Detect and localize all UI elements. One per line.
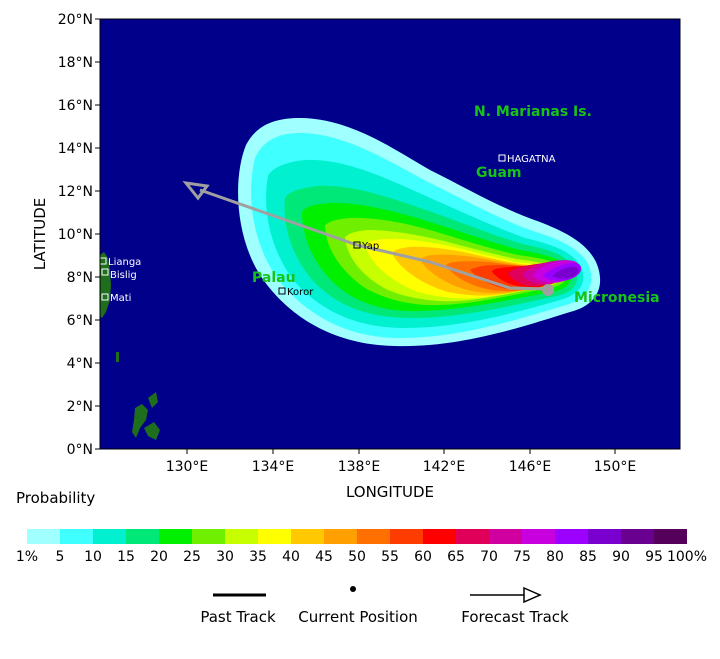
scale-swatch bbox=[324, 529, 357, 544]
scale-label: 100% bbox=[666, 549, 708, 565]
scale-label: 85 bbox=[579, 549, 597, 565]
scale-swatch bbox=[93, 529, 126, 544]
city-label-mati: Mati bbox=[110, 293, 131, 304]
city-label-koror: Koror bbox=[287, 287, 314, 298]
lat-tick-label: 0°N bbox=[67, 442, 93, 458]
scale-label: 50 bbox=[348, 549, 366, 565]
scale-swatch bbox=[555, 529, 588, 544]
city-marker-yap bbox=[353, 241, 361, 249]
lat-tick-label: 12°N bbox=[58, 184, 93, 200]
scale-swatch bbox=[423, 529, 456, 544]
lat-tick-label: 8°N bbox=[67, 270, 93, 286]
region-label-micronesia: Micronesia bbox=[574, 290, 660, 306]
island-land bbox=[116, 352, 119, 362]
scale-label: 70 bbox=[480, 549, 498, 565]
lon-tick-label: 146°E bbox=[509, 459, 552, 475]
past-track-line bbox=[356, 243, 549, 291]
current-position-marker bbox=[542, 284, 554, 296]
legend-title: Probability bbox=[16, 489, 96, 507]
region-label-guam: Guam bbox=[476, 165, 522, 181]
scale-swatch bbox=[291, 529, 324, 544]
scale-swatch bbox=[456, 529, 489, 544]
scale-label: 95 bbox=[645, 549, 663, 565]
city-markers: HAGATNA Yap Koror Lianga Bislig Mati bbox=[99, 154, 556, 304]
city-marker-bislig bbox=[101, 268, 109, 276]
current-position-key-dot bbox=[350, 586, 356, 592]
city-label-yap: Yap bbox=[361, 241, 379, 252]
scale-swatch bbox=[27, 529, 60, 544]
halmahera-land bbox=[132, 404, 148, 438]
lat-tick-label: 2°N bbox=[67, 399, 93, 415]
scale-swatch bbox=[357, 529, 390, 544]
scale-label: 25 bbox=[183, 549, 201, 565]
y-axis-title: LATITUDE bbox=[31, 198, 49, 271]
lon-tick-label: 150°E bbox=[594, 459, 637, 475]
scale-label: 60 bbox=[414, 549, 432, 565]
scale-swatch bbox=[258, 529, 291, 544]
island-land bbox=[148, 392, 158, 408]
scale-swatch bbox=[522, 529, 555, 544]
city-marker-mati bbox=[101, 293, 109, 301]
city-marker-hagatna bbox=[498, 154, 506, 162]
lon-ticks: 130°E 134°E 138°E 142°E 146°E 150°E bbox=[166, 449, 637, 475]
lat-tick-label: 16°N bbox=[58, 98, 93, 114]
x-axis-title: LONGITUDE bbox=[346, 483, 434, 501]
scale-label: 80 bbox=[546, 549, 564, 565]
city-label-lianga: Lianga bbox=[108, 257, 141, 268]
lon-tick-label: 134°E bbox=[252, 459, 295, 475]
scale-swatch bbox=[159, 529, 192, 544]
scale-label: 1% bbox=[15, 549, 39, 565]
scale-swatch bbox=[126, 529, 159, 544]
scale-label: 55 bbox=[381, 549, 399, 565]
scale-swatch bbox=[225, 529, 258, 544]
lon-tick-label: 130°E bbox=[166, 459, 209, 475]
scale-label: 75 bbox=[513, 549, 531, 565]
lon-tick-label: 138°E bbox=[338, 459, 381, 475]
scale-label: 35 bbox=[249, 549, 267, 565]
probability-color-scale bbox=[27, 529, 687, 544]
scale-label: 15 bbox=[117, 549, 135, 565]
forecast-track-key-label: Forecast Track bbox=[461, 608, 569, 626]
scale-label: 40 bbox=[282, 549, 300, 565]
city-label-bislig: Bislig bbox=[110, 270, 137, 281]
scale-swatch bbox=[390, 529, 423, 544]
region-label-n-marianas: N. Marianas Is. bbox=[474, 104, 592, 120]
scale-swatch bbox=[489, 529, 522, 544]
region-label-palau: Palau bbox=[252, 270, 296, 286]
lat-tick-label: 10°N bbox=[58, 227, 93, 243]
scale-swatch bbox=[60, 529, 93, 544]
scale-label: 90 bbox=[612, 549, 630, 565]
past-track-key-label: Past Track bbox=[200, 608, 276, 626]
scale-label: 30 bbox=[216, 549, 234, 565]
scale-label: 65 bbox=[447, 549, 465, 565]
scale-label: 10 bbox=[84, 549, 102, 565]
city-label-hagatna: HAGATNA bbox=[507, 154, 556, 165]
scale-label: 20 bbox=[150, 549, 168, 565]
current-position-key-label: Current Position bbox=[298, 608, 418, 626]
lon-tick-label: 142°E bbox=[423, 459, 466, 475]
scale-label: 5 bbox=[55, 549, 65, 565]
scale-swatch bbox=[621, 529, 654, 544]
forecast-track-line bbox=[199, 188, 358, 247]
lat-tick-label: 6°N bbox=[67, 313, 93, 329]
island-land bbox=[144, 422, 160, 440]
lat-tick-label: 14°N bbox=[58, 141, 93, 157]
scale-swatch bbox=[588, 529, 621, 544]
scale-label: 45 bbox=[315, 549, 333, 565]
forecast-track-key-arrow bbox=[523, 586, 542, 604]
lat-tick-label: 18°N bbox=[58, 55, 93, 71]
city-marker-koror bbox=[278, 287, 286, 295]
lat-tick-label: 4°N bbox=[67, 356, 93, 372]
scale-swatch bbox=[654, 529, 687, 544]
forecast-arrowhead bbox=[182, 180, 210, 201]
scale-swatch bbox=[192, 529, 225, 544]
lat-tick-label: 20°N bbox=[58, 12, 93, 28]
lat-ticks: 20°N 18°N 16°N 14°N 12°N 10°N 8°N 6°N 4°… bbox=[58, 12, 100, 458]
